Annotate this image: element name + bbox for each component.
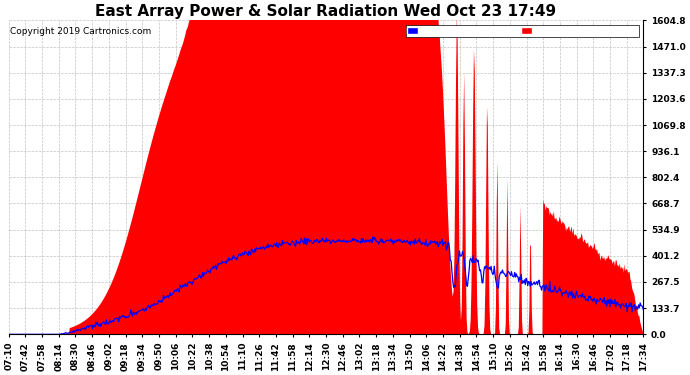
Title: East Array Power & Solar Radiation Wed Oct 23 17:49: East Array Power & Solar Radiation Wed O… bbox=[95, 4, 557, 19]
Text: Copyright 2019 Cartronics.com: Copyright 2019 Cartronics.com bbox=[10, 27, 151, 36]
Legend: Radiation (w/m2), East Array (DC Watts): Radiation (w/m2), East Array (DC Watts) bbox=[406, 25, 639, 38]
